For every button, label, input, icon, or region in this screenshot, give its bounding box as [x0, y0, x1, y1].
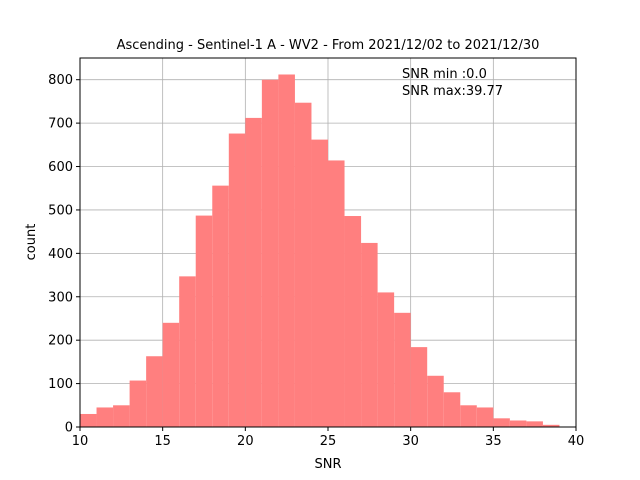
x-tick-label: 10: [72, 434, 89, 449]
x-axis-ticks: 10 15 20 25 30 35 40: [72, 427, 585, 449]
histogram-bar: [245, 117, 262, 427]
histogram-bar: [493, 418, 510, 427]
histogram-bar: [526, 421, 543, 427]
y-tick-label: 800: [48, 73, 73, 88]
histogram-bar: [361, 242, 378, 427]
y-tick-label: 600: [48, 160, 73, 175]
chart-title: Ascending - Sentinel-1 A - WV2 - From 20…: [117, 38, 540, 53]
y-tick-label: 100: [48, 377, 73, 392]
histogram-bar: [460, 405, 477, 427]
histogram-bar: [443, 392, 461, 427]
histogram-bar: [80, 413, 97, 427]
histogram-bar: [294, 102, 312, 428]
histogram-bar: [179, 276, 196, 427]
y-tick-label: 300: [48, 290, 73, 305]
y-tick-label: 0: [65, 421, 73, 436]
histogram-bar: [394, 312, 411, 427]
x-tick-label: 35: [485, 434, 502, 449]
histogram-bar: [410, 347, 428, 427]
y-axis-ticks: 0 100 200 300 400 500 600 700 800: [48, 73, 80, 436]
histogram-bar: [344, 216, 362, 427]
histogram-bar: [129, 380, 147, 427]
histogram-bar: [311, 139, 328, 427]
snr-max-annotation: SNR max:39.77: [402, 84, 503, 99]
x-tick-label: 25: [320, 434, 337, 449]
histogram-bar: [427, 375, 444, 427]
x-tick-label: 20: [237, 434, 254, 449]
histogram-bar: [96, 407, 114, 427]
histogram-bar: [212, 185, 229, 427]
histogram-bar: [261, 79, 279, 428]
histogram-bars: [80, 74, 576, 428]
x-axis-label: SNR: [314, 457, 341, 472]
x-tick-label: 40: [568, 434, 585, 449]
histogram-bar: [278, 74, 295, 428]
y-tick-label: 200: [48, 334, 73, 349]
snr-min-annotation: SNR min :0.0: [402, 67, 487, 82]
y-tick-label: 400: [48, 247, 73, 262]
histogram-bar: [228, 133, 246, 427]
histogram-bar: [162, 322, 180, 427]
y-tick-label: 700: [48, 117, 73, 132]
histogram-bar: [377, 292, 395, 427]
x-tick-label: 30: [402, 434, 419, 449]
histogram-bar: [542, 424, 560, 427]
y-tick-label: 500: [48, 203, 73, 218]
histogram-bar: [195, 215, 213, 427]
x-tick-label: 15: [154, 434, 171, 449]
histogram-bar: [328, 160, 345, 427]
histogram-bar: [113, 405, 130, 427]
histogram-bar: [476, 407, 494, 427]
y-axis-label: count: [24, 224, 39, 261]
histogram-bar: [509, 420, 527, 427]
histogram-bar: [146, 356, 163, 427]
